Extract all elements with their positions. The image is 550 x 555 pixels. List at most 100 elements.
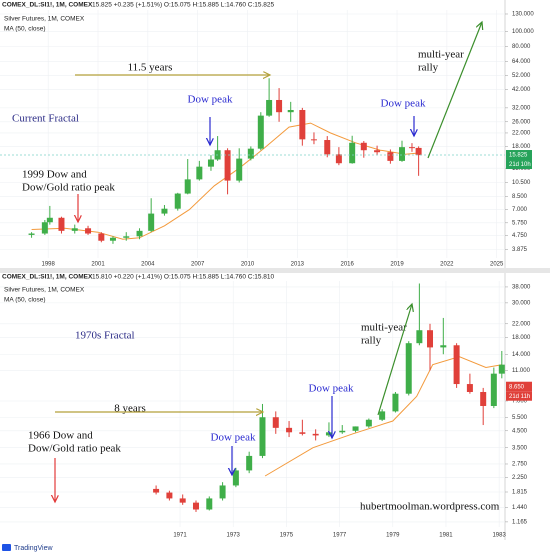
candle-body [312,433,319,436]
last-price-box [506,150,532,161]
annotation: multi-year [418,49,464,61]
last-price-box [506,381,532,392]
candle-body [379,411,386,420]
candle-body [453,345,460,385]
candle-body [161,208,168,214]
annotation: 1966 Dow and [28,430,93,442]
candle-body [174,193,181,209]
x-tick-label: 2007 [191,262,205,268]
candle-body [266,99,273,116]
annotation: Dow peak [188,94,233,106]
last-price-label: 15.825 [509,153,528,159]
annotation: 1970s Fractal [75,330,135,342]
indicator-label: MA (50, close) [4,297,46,304]
candle-body [166,492,173,499]
y-tick-label: 11.000 [512,368,531,374]
x-tick-label: 1977 [333,533,347,539]
plots: 1998 2001 2004 2007 2010 2013 2016 2019 2022 2025… [0,2,534,539]
candle-body [219,485,226,499]
candle-body [192,502,199,510]
y-tick-label: 100.000 [512,29,534,35]
last-price-label: 8.650 [509,384,525,390]
candle-body [325,432,332,436]
candle-body [416,330,423,344]
panel-separator [0,268,550,273]
candle-body [405,343,412,394]
candle-body [246,455,253,471]
candle-body [440,345,447,348]
x-tick-label: 1998 [41,262,55,268]
candle-body [207,159,214,167]
x-tick-label: 2004 [141,262,155,268]
candle-body [349,142,356,164]
y-tick-label: 64.000 [512,59,531,65]
x-tick-label: 2016 [341,262,355,268]
countdown-label: 21d 10h [509,162,531,168]
candle-body [259,417,266,456]
y-tick-label: 8.500 [512,194,528,200]
candle-body [41,222,48,234]
x-tick-label: 1981 [439,533,453,539]
arrow [377,304,412,416]
annotation: Dow/Gold ratio peak [22,182,115,194]
candle-body [415,147,422,156]
candle-body [480,391,487,406]
candle-body [98,233,105,241]
x-tick-label: 2010 [241,262,255,268]
candle-body [276,99,283,113]
quote: 15.810 +0.220 (+1.41%) O:15.075 H:15.885… [92,274,275,281]
symbol-header: COMEX_DL:SI1!, 1M, COMEX [2,2,93,9]
x-tick-label: 1979 [386,533,400,539]
annotation: Dow/Gold ratio peak [28,443,121,455]
y-tick-label: 5.750 [512,220,528,226]
candle-body [136,230,143,237]
candle-body [148,213,155,231]
candle-body [287,109,294,113]
candle-body [236,158,243,181]
y-tick-label: 32.000 [512,105,531,111]
candle-body [247,148,254,159]
y-tick-label: 1.815 [512,490,528,496]
y-tick-label: 4.500 [512,428,528,434]
x-tick-label: 1973 [227,533,241,539]
candle-body [299,109,306,140]
x-tick-label: 2001 [91,262,105,268]
y-tick-label: 26.000 [512,119,531,125]
x-tick-label: 2025 [490,262,504,268]
annotation: Dow peak [381,98,426,110]
candle-body [109,237,116,241]
annotation: hubertmoolman.wordpress.com [360,501,500,513]
countdown-box [506,160,532,170]
candle-body [286,427,293,433]
indicator-label: MA (50, close) [4,26,46,33]
y-tick-label: 52.000 [512,73,531,79]
y-tick-label: 38.000 [512,285,531,291]
x-tick-label: 2019 [390,262,404,268]
candle-body [374,150,381,153]
candle-body [123,236,130,238]
y-tick-label: 80.000 [512,44,531,50]
candle-body [232,470,239,486]
annotation: rally [361,335,382,347]
symbol-header: COMEX_DL:SI1!, 1M, COMEX [2,274,93,281]
candle-body [46,217,53,223]
candle-body [310,139,317,141]
candle-body [257,115,264,149]
candle-body [360,142,367,151]
y-tick-label: 42.000 [512,87,531,93]
annotation: Dow peak [211,432,256,444]
candle-body [466,384,473,392]
y-tick-label: 130.000 [512,12,534,18]
y-tick-label: 18.000 [512,335,531,341]
candle-body [427,330,434,348]
candle-body [28,233,35,235]
candle-body [179,498,186,503]
annotation: 1999 Dow and [22,169,87,181]
y-tick-label: 18.000 [512,144,531,150]
candle-body [206,498,213,510]
annotation: Dow peak [309,383,354,395]
series-title: Silver Futures, 1M, COMEX [4,287,85,294]
quote: 15.825 +0.235 (+1.51%) O:15.075 H:15.885… [92,2,275,9]
y-tick-label: 2.750 [512,462,528,468]
